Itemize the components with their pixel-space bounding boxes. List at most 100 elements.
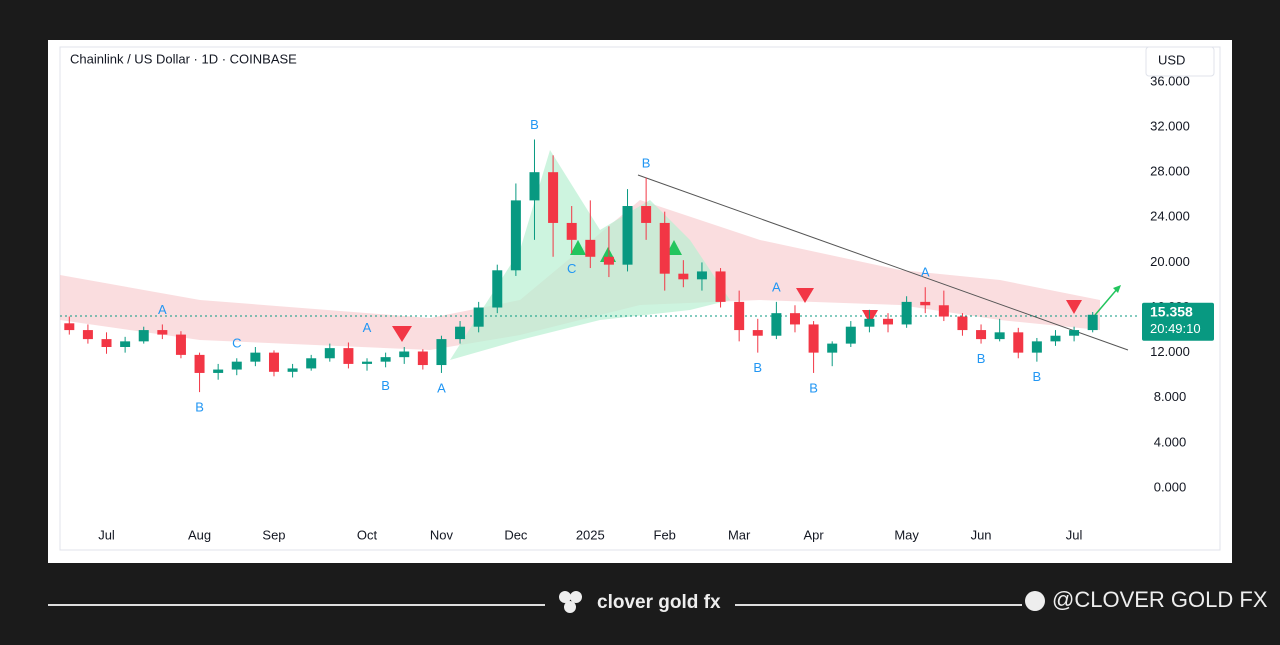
x-tick-label: Feb	[654, 527, 676, 542]
candle-body	[287, 368, 298, 372]
candle-body	[845, 326, 856, 344]
arrow-head	[1113, 285, 1121, 293]
candle-body	[1069, 330, 1080, 336]
wave-label: A	[772, 279, 781, 294]
x-tick-label: Jul	[98, 527, 115, 542]
candle-body	[734, 301, 745, 331]
clover-leaf	[564, 601, 576, 613]
candle-body	[120, 341, 131, 347]
projection-arrow	[1094, 287, 1119, 316]
current-price: 15.358	[1150, 303, 1193, 319]
candle-body	[976, 330, 987, 340]
candle-body	[1031, 341, 1042, 353]
candle-body	[213, 369, 224, 373]
candle-body	[138, 330, 149, 342]
candle-body	[362, 361, 373, 364]
candle-body	[82, 330, 93, 340]
candle-body	[883, 318, 894, 325]
candle-body	[231, 361, 242, 370]
candle-body	[1013, 332, 1024, 353]
x-tick-label: 2025	[576, 527, 605, 542]
brand: clover gold fx	[597, 592, 721, 613]
sell-signal	[796, 288, 814, 303]
y-tick-label: 20.000	[1150, 254, 1190, 269]
x-tick-label: May	[894, 527, 919, 542]
candle-body	[1050, 335, 1061, 342]
y-tick-label: 28.000	[1150, 164, 1190, 179]
candle-body	[324, 348, 335, 359]
y-tick-label: 8.000	[1154, 389, 1187, 404]
candle-body	[715, 271, 726, 302]
candle-body	[399, 351, 410, 358]
y-tick-label: 36.000	[1150, 73, 1190, 88]
y-tick-label: 12.000	[1150, 344, 1190, 359]
buy-signal	[666, 240, 682, 255]
trend-line	[637, 174, 1129, 351]
candle-body	[492, 270, 503, 308]
candle-body	[789, 313, 800, 325]
y-tick-label: 24.000	[1150, 209, 1190, 224]
candle-body	[659, 222, 670, 274]
candle-body	[603, 256, 614, 265]
x-tick-label: Sep	[262, 527, 285, 542]
wave-label: C	[232, 336, 241, 351]
wave-label: B	[195, 400, 204, 415]
sell-signal	[862, 310, 878, 324]
wave-label: A	[437, 380, 446, 395]
wave-label: A	[363, 320, 372, 335]
sell-signal	[1066, 300, 1082, 314]
candle-body	[306, 358, 317, 369]
candle-body	[678, 273, 689, 280]
candle-body	[1087, 314, 1098, 331]
candle-body	[696, 271, 707, 280]
candle-body	[250, 352, 261, 362]
candle-body	[641, 206, 652, 223]
y-tick-label: 4.000	[1154, 434, 1187, 449]
wave-label: B	[381, 378, 390, 393]
candle-body	[548, 172, 559, 223]
currency-button[interactable]	[1145, 46, 1215, 77]
x-tick-label: Mar	[728, 527, 751, 542]
countdown: 20:49:10	[1150, 321, 1201, 336]
wave-label: A	[158, 302, 167, 317]
candle-body	[566, 222, 577, 240]
candle-body	[175, 334, 186, 355]
candle-body	[455, 326, 466, 340]
footer: clover gold fx @CLOVER GOLD FX	[48, 587, 1268, 613]
candle-body	[101, 339, 112, 347]
chart-title: Chainlink / US Dollar · 1D · COINBASE	[70, 51, 297, 66]
candle-body	[901, 301, 912, 325]
candle-body	[194, 354, 205, 373]
candle-body	[436, 339, 447, 366]
buy-signal	[570, 240, 586, 255]
candle-body	[585, 239, 596, 257]
x-tick-label: Jun	[971, 527, 992, 542]
candle-body	[343, 348, 354, 364]
candle-body	[994, 332, 1005, 340]
candle-body	[752, 330, 763, 336]
candle-body	[417, 351, 428, 366]
candle-body	[510, 200, 521, 271]
candle-body	[157, 330, 168, 335]
x-tick-label: Apr	[803, 527, 824, 542]
wave-label: B	[530, 117, 539, 132]
wave-label: B	[642, 155, 651, 170]
facebook-icon	[1025, 591, 1045, 611]
candle-body	[380, 357, 391, 362]
candle-body	[808, 324, 819, 353]
x-tick-label: Oct	[357, 527, 378, 542]
wave-label: B	[1033, 369, 1042, 384]
wave-label: B	[977, 351, 986, 366]
handle: @CLOVER GOLD FX	[1052, 587, 1268, 612]
clover-leaf	[570, 591, 582, 603]
candle-body	[827, 343, 838, 353]
candle-body	[938, 305, 949, 317]
candle-body	[64, 323, 75, 331]
currency-label: USD	[1158, 52, 1185, 67]
wave-label: A	[921, 265, 930, 280]
x-tick-label: Aug	[188, 527, 211, 542]
wave-label: B	[753, 360, 762, 375]
candle-body	[920, 301, 931, 306]
